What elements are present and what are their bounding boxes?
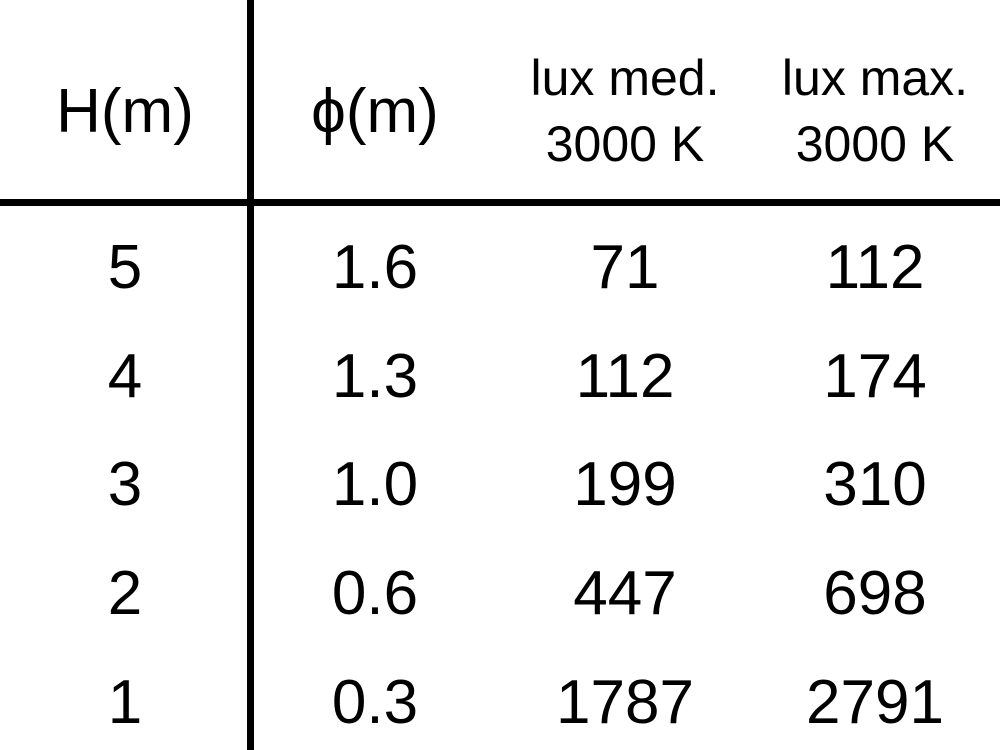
cell-height: 3 — [107, 450, 143, 520]
cell-lux-med: 447 — [573, 559, 677, 629]
cell-diameter: 1.3 — [331, 341, 419, 411]
cell-lux-med: 1787 — [556, 668, 694, 738]
cell-diameter: 1.0 — [331, 450, 419, 520]
cell-diameter: 1.6 — [331, 232, 419, 302]
header-divider — [0, 199, 1000, 206]
lux-max-label: lux max. — [781, 50, 969, 106]
cell-lux-max: 310 — [823, 450, 927, 520]
cell-lux-max: 698 — [823, 559, 927, 629]
lux-max-temperature: 3000 K — [795, 116, 955, 172]
lux-med-temperature: 3000 K — [545, 116, 705, 172]
cell-lux-med: 199 — [573, 450, 677, 520]
cell-lux-max: 112 — [825, 232, 925, 302]
column-header-lux-max: lux max. 3000 K — [750, 0, 1000, 206]
vertical-divider — [247, 0, 254, 750]
column-header-height: H(m) — [56, 76, 194, 146]
lux-med-label: lux med. — [530, 50, 720, 106]
cell-height: 1 — [107, 668, 143, 738]
cell-lux-med: 112 — [575, 341, 675, 411]
cell-height: 4 — [107, 341, 143, 411]
cell-height: 2 — [107, 559, 143, 629]
cell-lux-med: 71 — [590, 232, 660, 302]
cell-diameter: 0.3 — [331, 668, 419, 738]
cell-lux-max: 2791 — [806, 668, 944, 738]
cell-height: 5 — [107, 232, 143, 302]
column-header-lux-med: lux med. 3000 K — [500, 0, 750, 206]
cell-lux-max: 174 — [823, 341, 927, 411]
cell-diameter: 0.6 — [331, 559, 419, 629]
column-header-diameter: ϕ(m) — [311, 76, 439, 146]
